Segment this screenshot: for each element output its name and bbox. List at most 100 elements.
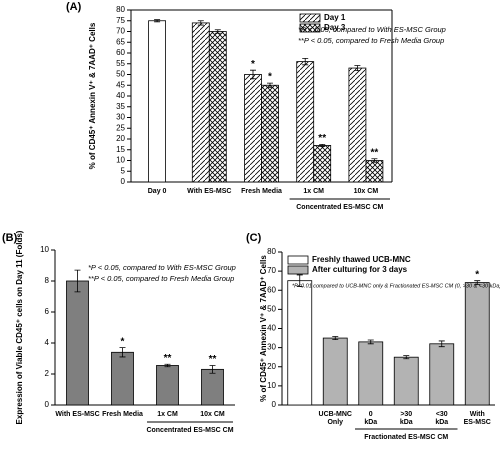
bar [156,365,179,406]
significance-mark: * [268,72,272,83]
y-tick-label: 0 [45,400,50,409]
x-tick-label: Fresh Media [102,411,143,418]
y-tick-label: 25 [116,123,125,132]
x-tick-label: With ES-MSC [55,411,99,418]
bar [313,145,332,183]
note: *P<0.01 compared to UCB-MNC only & Fract… [292,283,500,289]
bar [287,280,313,406]
significance-mark: ** [164,353,172,364]
note: **P < 0.05, compared to Fresh Media Grou… [298,36,444,45]
y-tick-label: 2 [45,369,50,378]
error-bar [267,82,273,88]
legend-swatch [287,265,309,275]
group-label: Fractionated ES-MSC CM [364,434,448,441]
x-tick-label: >30 kDa [400,411,413,426]
error-bar [164,363,171,368]
bar [348,67,367,183]
y-tick-label: 15 [116,145,125,154]
bar [191,22,210,183]
bar [322,337,348,406]
y-tick-label: 50 [116,70,125,79]
x-tick-label: 10x CM [200,411,225,418]
y-axis-label: % of CD45⁺ Annexin V⁺ & 7AAD⁺ Cells [88,22,97,169]
y-tick-label: 4 [45,338,50,347]
error-bar [296,274,303,287]
error-bar [214,29,221,34]
group-label: Concentrated ES-MSC CM [146,427,233,434]
significance-mark: ** [209,354,217,365]
y-tick-label: 65 [116,37,125,46]
error-bar [74,269,81,293]
y-axis-label: Expression of Viable CD45⁺ cells on Day … [15,230,24,424]
error-bar [371,158,378,163]
bar [208,31,227,183]
y-tick-label: 80 [116,5,125,14]
legend-swatch [299,23,321,33]
legend-label: Day 3 [324,23,346,32]
error-bar [474,280,481,285]
bar [296,61,315,183]
bar [365,160,384,183]
y-tick-label: 70 [267,266,276,275]
bar [429,343,455,406]
bar [201,368,224,406]
significance-mark: * [251,59,255,70]
x-tick-label: Day 0 [148,188,167,195]
x-tick-label: 1x CM [157,411,178,418]
bar [244,74,262,183]
y-tick-label: 30 [267,343,276,352]
y-tick-label: 8 [45,276,50,285]
bar [148,20,167,183]
legend-swatch [299,13,321,23]
y-tick-label: 35 [116,102,125,111]
y-tick-label: 10 [116,156,125,165]
error-bar [438,340,445,348]
note: *P < 0.05, compared to With ES-MSC Group [298,25,446,34]
significance-mark: ** [371,147,379,158]
bar [111,351,134,406]
y-tick-label: 70 [116,27,125,36]
error-bar [367,339,374,345]
error-bar [302,57,309,66]
panel-label: (C) [246,232,262,244]
y-tick-label: 20 [267,362,276,371]
y-tick-label: 10 [267,381,276,390]
x-tick-label: Fresh Media [241,188,282,195]
x-tick-label: 0 kDa [364,411,377,426]
x-tick-label: 1x CM [303,188,324,195]
bar [66,280,89,406]
y-tick-label: 45 [116,80,125,89]
y-tick-label: 55 [116,59,125,68]
significance-mark: * [475,269,479,280]
legend-label: After culturing for 3 days [312,265,408,274]
y-tick-label: 60 [116,48,125,57]
bar [358,341,384,406]
error-bar [403,355,410,360]
x-tick-label: With ES-MSC [187,188,231,195]
error-bar [209,365,216,374]
significance-mark: * [121,336,125,347]
x-tick-label: UCB-MNC Only [319,411,352,426]
legend-label: Freshly thawed UCB-MNC [312,255,411,264]
bar [464,282,490,406]
y-tick-label: 30 [116,113,125,122]
significance-mark: ** [318,133,326,144]
x-tick-label: <30 kDa [435,411,448,426]
y-tick-label: 20 [116,134,125,143]
y-tick-label: 40 [116,91,125,100]
error-bar [319,143,326,147]
error-bar [119,347,126,358]
y-axis-label: % of CD45⁺ Annexin V⁺ & 7AAD⁺ Cells [259,255,268,402]
error-bar [354,65,361,72]
x-tick-label: 10x CM [354,188,379,195]
y-tick-label: 6 [45,307,50,316]
y-tick-label: 0 [272,400,277,409]
y-tick-label: 0 [121,177,126,186]
legend-label: Day 1 [324,13,346,22]
y-tick-label: 40 [267,324,276,333]
note: *P < 0.05, compared to With ES-MSC Group [88,263,236,272]
y-tick-label: 50 [267,304,276,313]
error-bar [197,20,204,26]
note: **P < 0.05, compared to Fresh Media Grou… [88,274,234,283]
